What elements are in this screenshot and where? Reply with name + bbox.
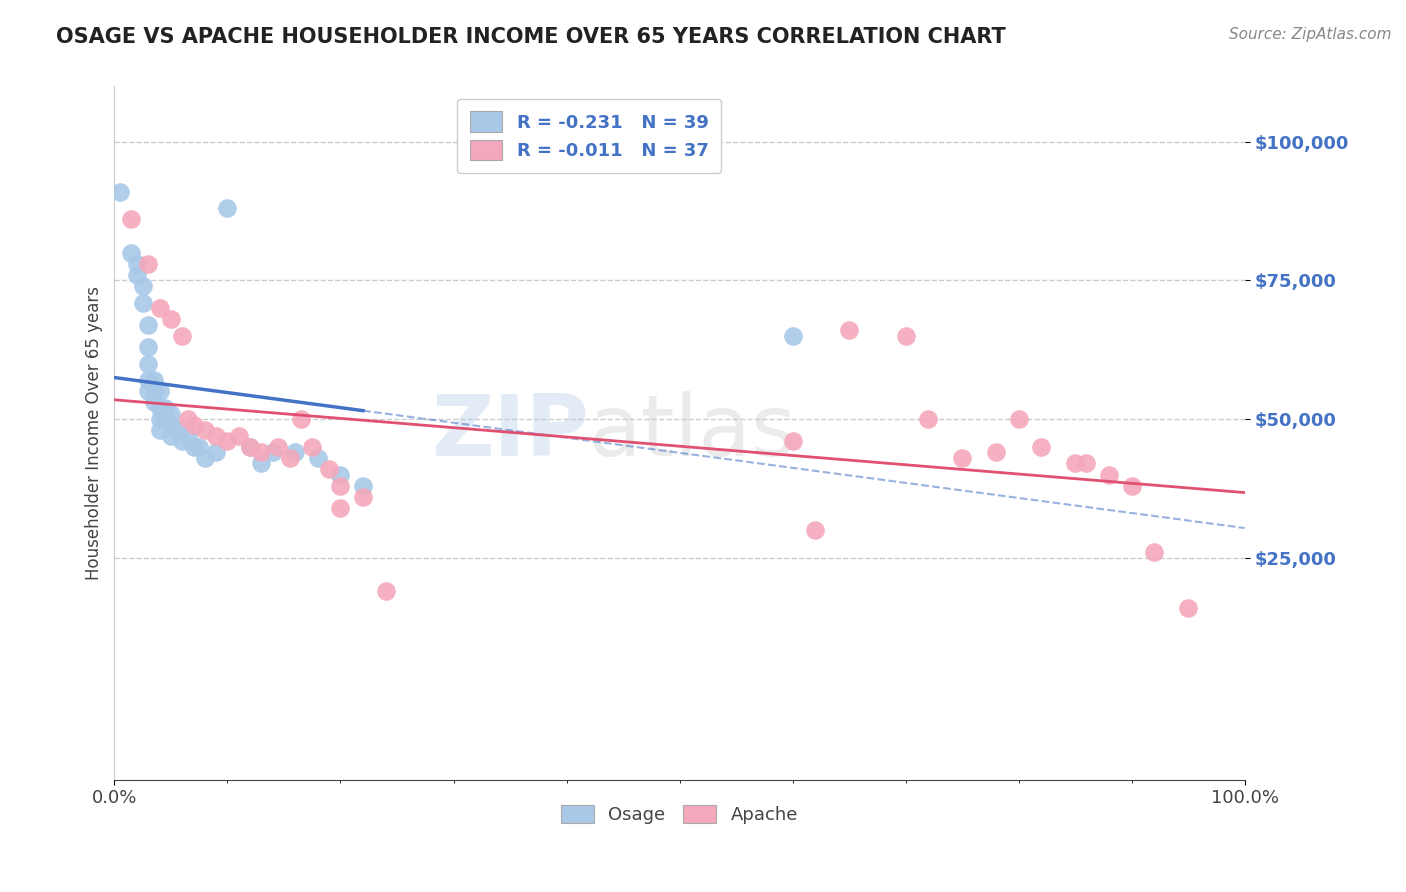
Point <box>284 445 307 459</box>
Point <box>188 440 211 454</box>
Point <box>1143 545 1166 559</box>
Text: Source: ZipAtlas.com: Source: ZipAtlas.com <box>1229 27 1392 42</box>
Text: ZIP: ZIP <box>432 392 589 475</box>
Point <box>250 445 273 459</box>
Point <box>149 384 172 399</box>
Point <box>782 329 804 343</box>
Point <box>329 500 352 515</box>
Point <box>149 401 172 415</box>
Point <box>143 384 166 399</box>
Point <box>183 417 205 432</box>
Point <box>183 440 205 454</box>
Point <box>125 268 148 282</box>
Legend: Osage, Apache: Osage, Apache <box>553 796 807 833</box>
Point <box>136 318 159 332</box>
Point <box>239 440 262 454</box>
Point <box>250 457 273 471</box>
Point <box>217 434 239 449</box>
Point <box>228 429 250 443</box>
Point <box>194 450 217 465</box>
Point <box>166 423 188 437</box>
Point <box>329 467 352 482</box>
Point <box>290 412 312 426</box>
Point <box>172 434 194 449</box>
Point <box>950 450 973 465</box>
Point <box>160 417 183 432</box>
Point <box>239 440 262 454</box>
Point <box>1076 457 1098 471</box>
Point <box>136 257 159 271</box>
Point <box>136 373 159 387</box>
Point <box>262 445 284 459</box>
Point <box>177 412 200 426</box>
Point <box>329 478 352 492</box>
Point <box>160 407 183 421</box>
Point <box>149 412 172 426</box>
Point <box>160 312 183 326</box>
Point <box>301 440 323 454</box>
Point <box>108 185 131 199</box>
Point <box>318 462 340 476</box>
Point <box>125 257 148 271</box>
Point <box>136 340 159 354</box>
Point <box>804 523 827 537</box>
Point <box>782 434 804 449</box>
Point <box>1098 467 1121 482</box>
Point <box>1064 457 1087 471</box>
Point <box>136 357 159 371</box>
Point <box>267 440 290 454</box>
Point <box>1177 600 1199 615</box>
Point <box>894 329 917 343</box>
Point <box>155 412 177 426</box>
Point <box>984 445 1007 459</box>
Point <box>143 395 166 409</box>
Point <box>194 423 217 437</box>
Point <box>217 202 239 216</box>
Point <box>278 450 301 465</box>
Point <box>917 412 939 426</box>
Point <box>160 429 183 443</box>
Point <box>143 373 166 387</box>
Point <box>120 245 142 260</box>
Point <box>131 295 153 310</box>
Point <box>1008 412 1031 426</box>
Text: OSAGE VS APACHE HOUSEHOLDER INCOME OVER 65 YEARS CORRELATION CHART: OSAGE VS APACHE HOUSEHOLDER INCOME OVER … <box>56 27 1005 46</box>
Point <box>352 478 374 492</box>
Point <box>374 584 396 599</box>
Point <box>136 384 159 399</box>
Point <box>205 445 228 459</box>
Point <box>352 490 374 504</box>
Text: atlas: atlas <box>589 392 797 475</box>
Point <box>120 212 142 227</box>
Point <box>177 429 200 443</box>
Point <box>155 401 177 415</box>
Point <box>838 323 860 337</box>
Y-axis label: Householder Income Over 65 years: Householder Income Over 65 years <box>86 286 103 580</box>
Point <box>307 450 329 465</box>
Point <box>131 279 153 293</box>
Point <box>1121 478 1143 492</box>
Point <box>1031 440 1053 454</box>
Point <box>205 429 228 443</box>
Point <box>149 301 172 316</box>
Point <box>172 329 194 343</box>
Point <box>149 423 172 437</box>
